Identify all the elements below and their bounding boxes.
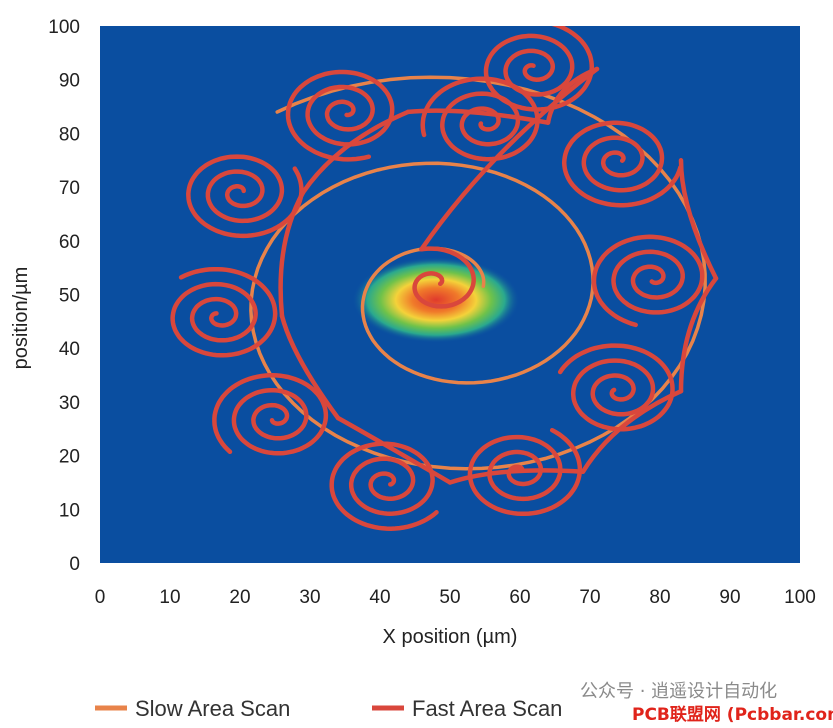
x-tick-label: 50 — [439, 587, 460, 608]
watermark-text: 公众号 · 逍遥设计自动化 — [580, 681, 777, 702]
fast-scan-spiral — [412, 246, 476, 309]
x-tick-label: 90 — [719, 587, 740, 608]
y-axis-label: position/µm — [10, 267, 32, 370]
x-tick-label: 30 — [299, 587, 320, 608]
fast-scan-link — [678, 276, 719, 394]
fast-scan-spiral — [591, 234, 705, 328]
y-tick-label: 100 — [48, 17, 80, 38]
fast-scan-link — [580, 388, 684, 474]
fast-scan-link — [405, 108, 551, 125]
y-tick-label: 60 — [59, 232, 80, 253]
fast-scan-spiral — [212, 372, 329, 456]
fast-scan-spiral — [186, 154, 304, 239]
fast-scan-spiral — [557, 343, 675, 432]
x-tick-label: 60 — [509, 587, 530, 608]
fast-scan-link — [678, 158, 719, 281]
legend-label: Fast Area Scan — [412, 696, 562, 721]
fast-scan-spiral — [329, 441, 439, 531]
series-0 — [249, 75, 707, 471]
y-tick-label: 80 — [59, 124, 80, 145]
fast-scan-link — [545, 66, 600, 125]
y-tick-label: 70 — [59, 178, 80, 199]
fast-scan-spiral — [285, 69, 395, 162]
x-tick-label: 80 — [649, 587, 670, 608]
fast-scan-link — [419, 66, 600, 252]
fast-scan-link — [279, 313, 341, 421]
x-tick-label: 10 — [159, 587, 180, 608]
y-tick-label: 30 — [59, 393, 80, 414]
x-tick-label: 40 — [369, 587, 390, 608]
slow-scan-spiral — [249, 75, 707, 471]
x-tick-label: 20 — [229, 587, 250, 608]
y-tick-label: 10 — [59, 500, 80, 521]
series-1 — [170, 26, 719, 531]
y-tick-label: 20 — [59, 447, 80, 468]
x-tick-label: 70 — [579, 587, 600, 608]
legend-label: Slow Area Scan — [135, 696, 290, 721]
hotspot — [352, 256, 520, 343]
fast-scan-spiral — [483, 26, 595, 112]
fast-scan-spiral — [170, 266, 278, 358]
fast-scan-link — [300, 109, 411, 195]
x-axis-label: X position (µm) — [383, 626, 518, 648]
fast-scan-spiral — [467, 427, 583, 517]
fast-scan-spiral — [561, 120, 683, 208]
y-tick-label: 90 — [59, 71, 80, 92]
watermark-source: PCB联盟网 (Pcbbar.com) — [632, 705, 833, 725]
x-tick-label: 100 — [784, 587, 816, 608]
y-tick-label: 50 — [59, 286, 80, 307]
x-tick-label: 0 — [95, 587, 106, 608]
y-tick-label: 40 — [59, 339, 80, 360]
y-tick-label: 0 — [69, 554, 80, 575]
fast-scan-link — [278, 190, 306, 319]
